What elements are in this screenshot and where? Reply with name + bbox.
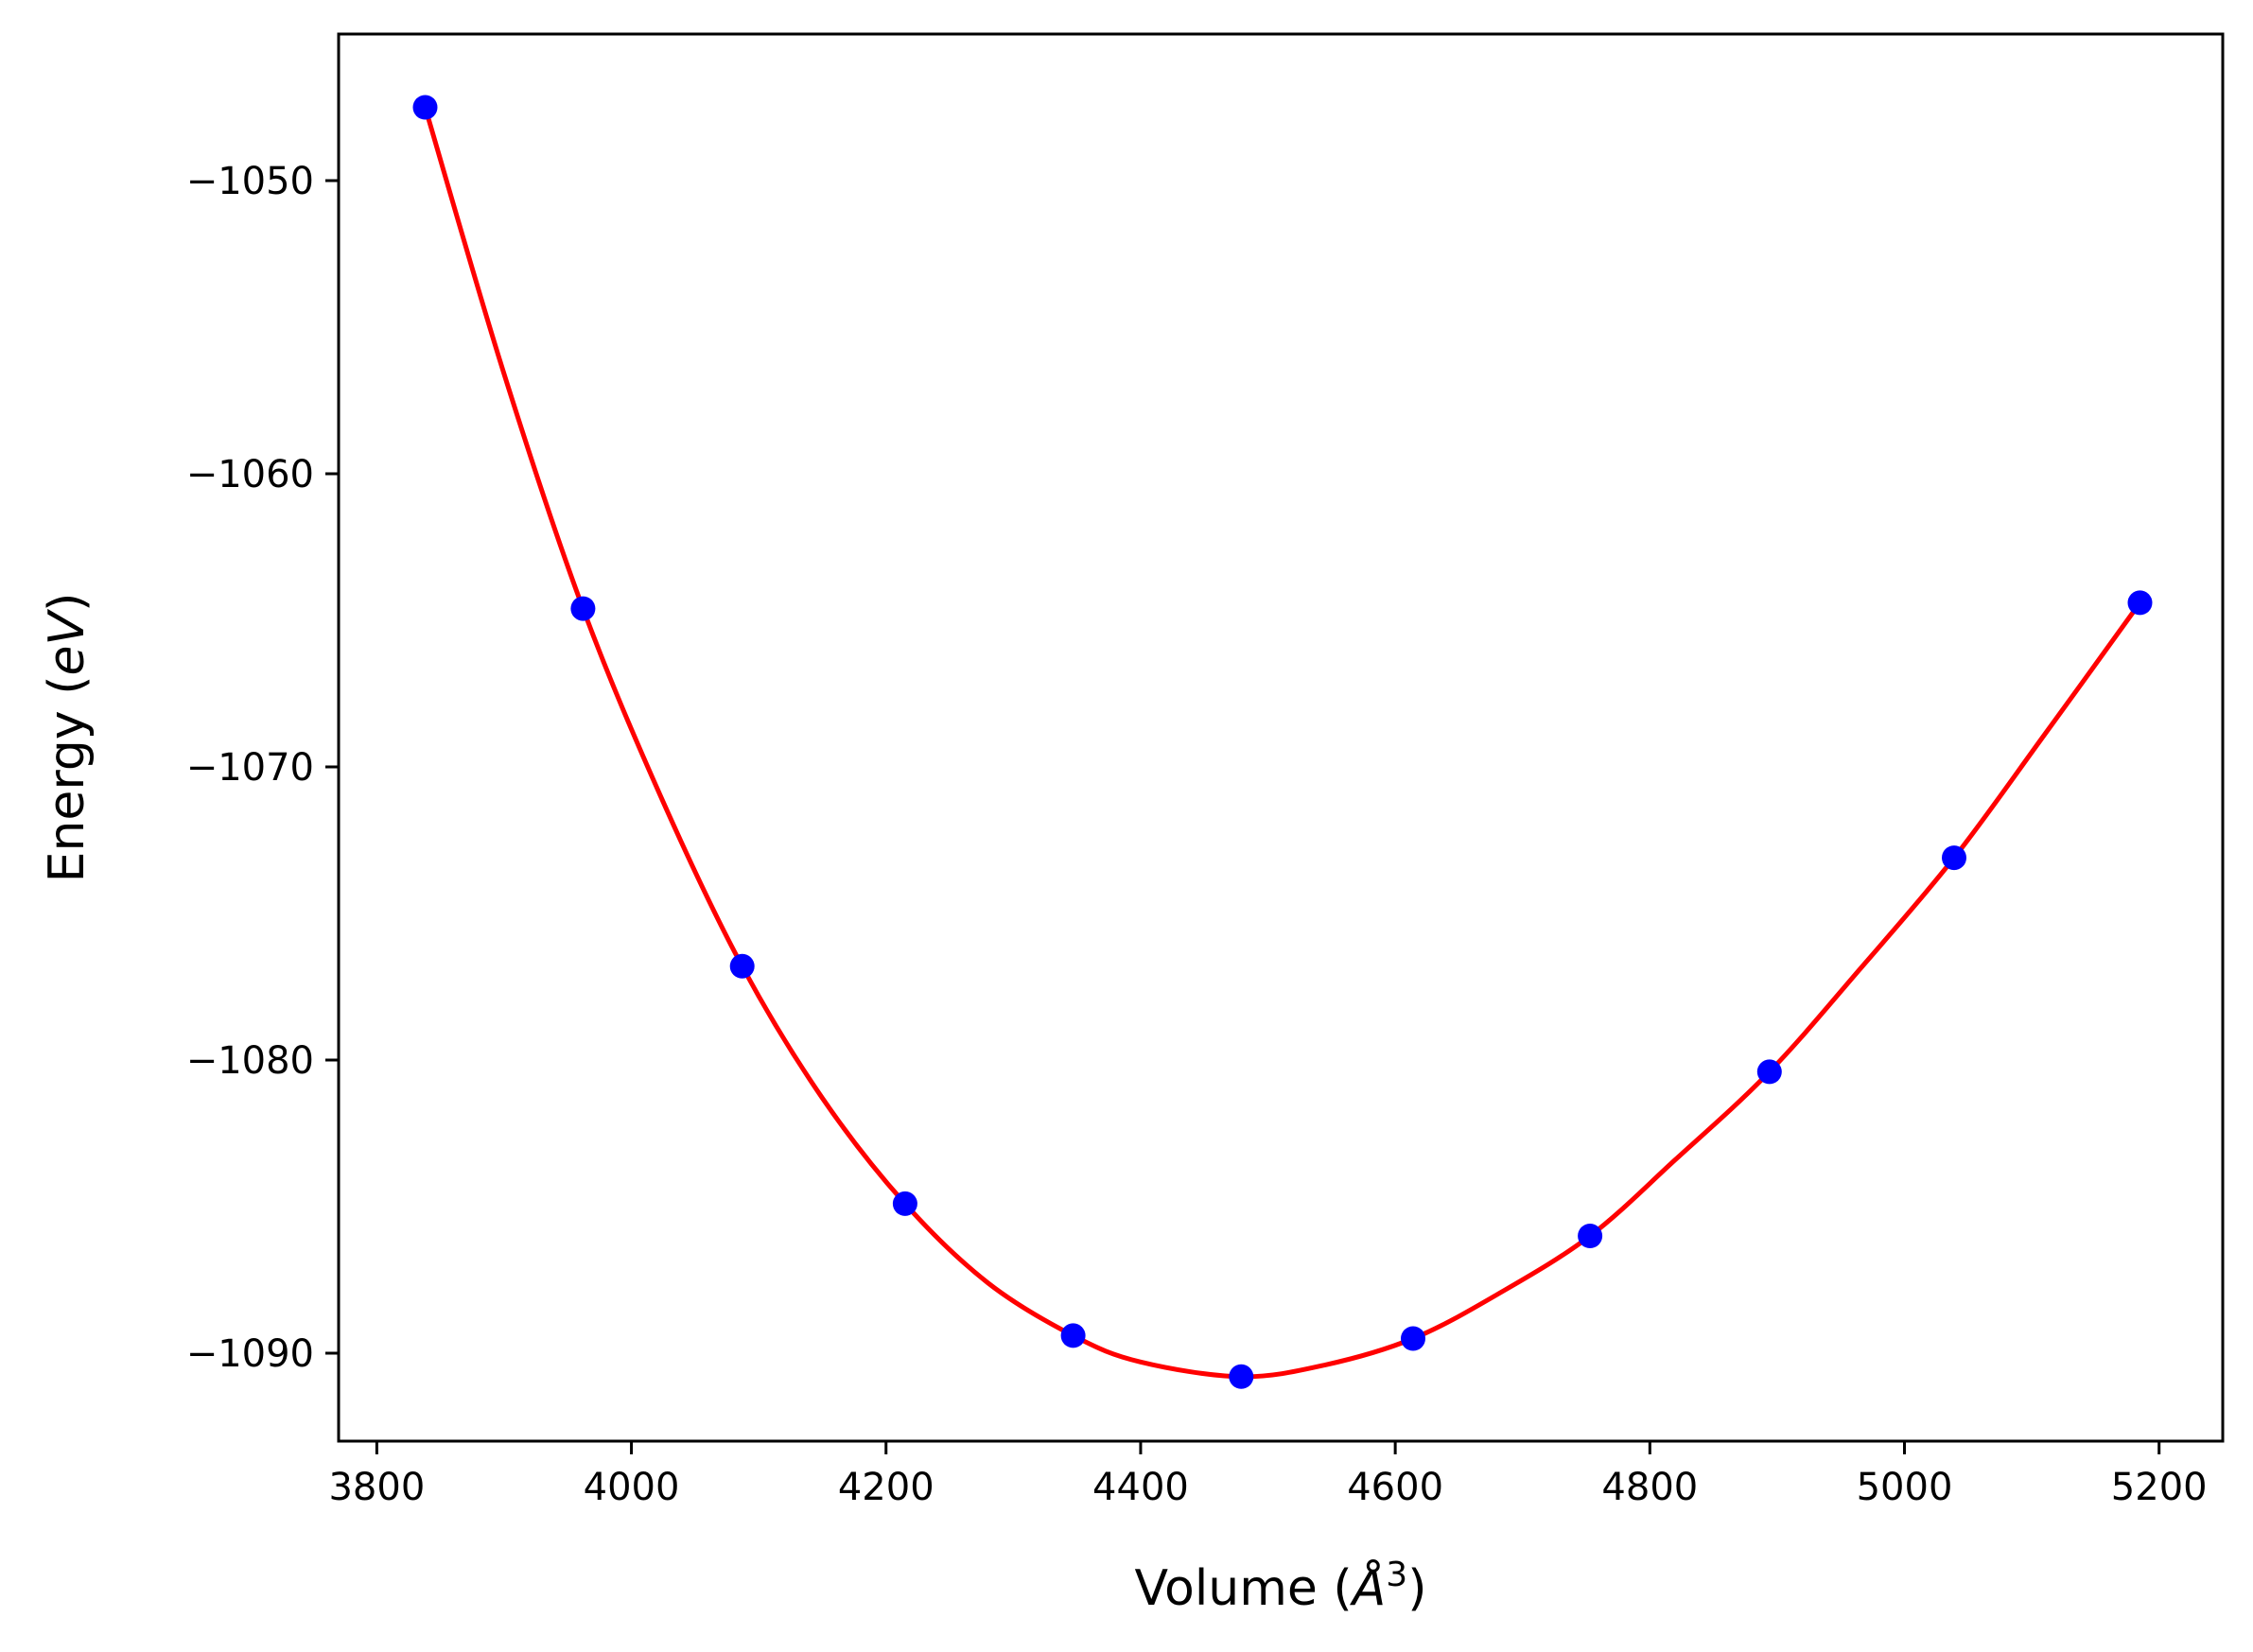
x-tick-label: 3800	[328, 1466, 425, 1509]
y-tick-label: −1070	[186, 746, 314, 790]
data-points-layer	[412, 95, 2153, 1389]
y-axis-label: Energy (eV)	[39, 593, 96, 883]
y-axis-ticks: −1090 −1080 −1070 −1060 −1050	[186, 160, 339, 1376]
data-point	[1229, 1364, 1254, 1389]
y-tick-label: −1090	[186, 1332, 314, 1376]
x-tick-label: 5000	[1857, 1466, 1953, 1509]
x-tick-label: 4400	[1092, 1466, 1189, 1509]
data-point	[1756, 1059, 1782, 1085]
data-point	[729, 953, 755, 979]
y-tick-label: −1050	[186, 160, 314, 203]
data-point	[2127, 590, 2153, 616]
y-tick-label: −1080	[186, 1039, 314, 1083]
x-tick-label: 4200	[838, 1466, 934, 1509]
data-point	[412, 95, 438, 120]
x-tick-label: 4000	[584, 1466, 680, 1509]
x-axis-label: Volume (Å3)	[1135, 1556, 1427, 1617]
data-point	[1578, 1224, 1603, 1248]
data-point	[1060, 1323, 1086, 1348]
x-tick-label: 4800	[1601, 1466, 1698, 1509]
data-point	[1942, 845, 1966, 871]
fit-curve-layer	[423, 106, 2142, 1380]
data-point	[892, 1191, 917, 1216]
x-axis-ticks: 3800 4000 4200 4400 4600 4800 5000 5200	[328, 1441, 2208, 1509]
fit-curve	[423, 106, 2142, 1380]
y-tick-label: −1060	[186, 453, 314, 496]
x-tick-label: 5200	[2111, 1466, 2208, 1509]
x-tick-label: 4600	[1347, 1466, 1443, 1509]
data-point	[570, 596, 596, 621]
plot-frame	[337, 32, 2225, 1443]
data-point	[1401, 1326, 1425, 1351]
